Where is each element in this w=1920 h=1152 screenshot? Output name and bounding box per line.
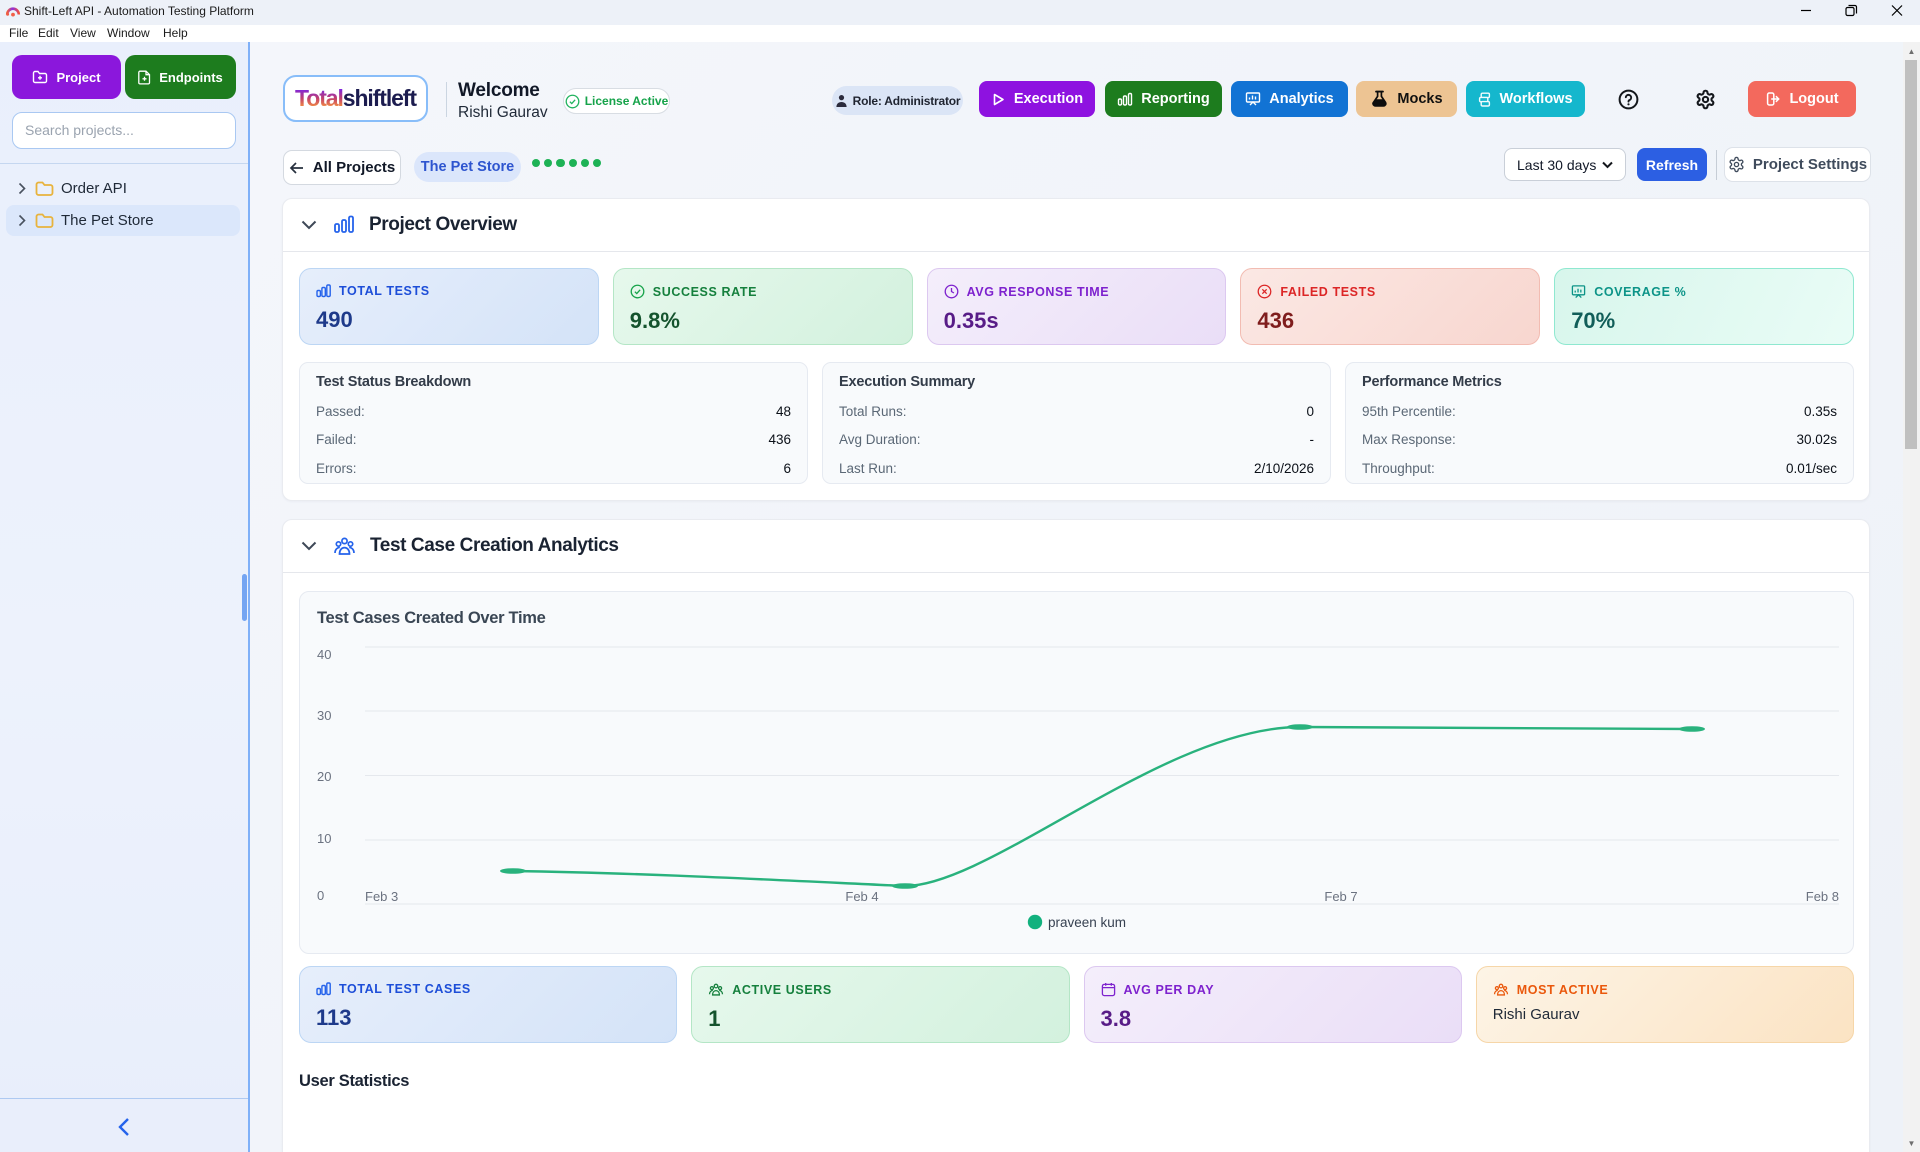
svg-text:20: 20 <box>317 769 331 784</box>
svg-text:praveen kum: praveen kum <box>1048 915 1126 930</box>
svg-text:Feb 7: Feb 7 <box>1324 889 1357 904</box>
svg-text:Feb 3: Feb 3 <box>365 889 398 904</box>
svg-text:Feb 4: Feb 4 <box>845 889 878 904</box>
svg-text:Feb 8: Feb 8 <box>1806 889 1839 904</box>
svg-text:30: 30 <box>317 708 331 723</box>
svg-text:40: 40 <box>317 647 331 662</box>
svg-text:10: 10 <box>317 831 331 846</box>
svg-text:0: 0 <box>317 888 324 903</box>
